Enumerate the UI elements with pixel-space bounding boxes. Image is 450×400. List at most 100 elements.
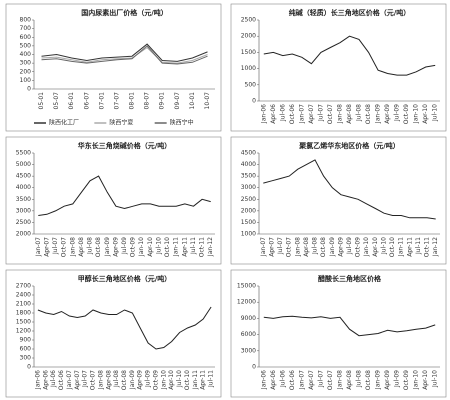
x-tick-label: Jul-07 — [317, 104, 324, 122]
x-tick-label: Jan-09 — [375, 370, 382, 390]
x-tick-label: Apr-09 — [137, 370, 144, 390]
x-tick-label: Jul-08 — [356, 370, 363, 388]
y-tick-label: 4500 — [16, 173, 31, 180]
x-tick-label: Oct-08 — [95, 237, 102, 257]
x-tick-label: Jul-11 — [190, 237, 197, 255]
y-tick-label: 500 — [20, 42, 32, 49]
x-tick-label: Jul-10 — [176, 370, 183, 388]
y-tick-label: 900 — [20, 337, 32, 344]
x-tick-label: Apr-10 — [147, 237, 154, 257]
y-tick-label: 4500 — [241, 150, 256, 157]
x-tick-label: Apr-10 — [422, 370, 429, 390]
x-tick-label: Oct-11 — [424, 237, 431, 257]
y-tick-label: 800 — [20, 17, 32, 24]
x-tick-label: Jan-11 — [398, 237, 405, 257]
x-tick-label: Jan-08 — [69, 237, 76, 257]
y-tick-label: 9000 — [241, 315, 256, 322]
x-tick-label: Jul-10 — [155, 237, 162, 255]
series-line — [38, 175, 211, 216]
x-tick-label: Jan-07 — [35, 237, 42, 257]
x-tick-label: Oct-07 — [286, 237, 293, 257]
x-tick-label: Oct-09 — [403, 104, 410, 124]
x-tick-label: Jan-11 — [192, 370, 199, 390]
series-line — [263, 315, 436, 337]
x-tick-label: Oct-07 — [90, 370, 97, 390]
x-tick-label: Jan-08 — [336, 104, 343, 124]
x-tick-label: Oct-10 — [389, 237, 396, 257]
chart-title: 华东长三角烧碱价格（元/吨） — [78, 141, 172, 150]
x-tick-label: Jan-06 — [260, 370, 267, 390]
x-tick-label: Jul-09 — [121, 237, 128, 255]
x-tick-label: Apr-09 — [337, 237, 344, 257]
x-tick-label: Apr-09 — [112, 237, 119, 257]
x-tick-label: Jan-11 — [173, 237, 180, 257]
x-tick-label: Jan-06 — [260, 104, 267, 124]
x-tick-label: Jan-07 — [260, 237, 267, 257]
x-tick-label: Jul-10 — [432, 104, 439, 122]
legend-label: 陕西化工厂 — [49, 119, 79, 127]
x-tick-label: Apr-07 — [74, 370, 81, 390]
x-tick-label: Jan-07 — [66, 370, 73, 390]
x-tick-label: Jul-08 — [312, 237, 319, 255]
y-tick-label: 5500 — [16, 150, 31, 157]
x-tick-label: Jul-09 — [394, 370, 401, 388]
x-tick-label: Oct-09 — [130, 237, 137, 257]
y-tick-label: 400 — [20, 51, 32, 58]
series-line — [41, 45, 208, 65]
x-tick-label: Oct-10 — [184, 370, 191, 390]
x-tick-label: Apr-10 — [372, 237, 379, 257]
x-tick-label: Apr-07 — [308, 370, 315, 390]
chart-title: 国内尿素出厂价格（元/吨） — [81, 8, 168, 17]
y-tick-label: 6000 — [241, 331, 256, 338]
chart-title: 醋酸长三角地区价格 — [318, 274, 382, 283]
x-tick-label: Apr-11 — [200, 370, 207, 390]
x-tick-label: Oct-08 — [365, 104, 372, 124]
x-tick-label: Jan-10 — [138, 237, 145, 257]
x-tick-label: Jan-08 — [294, 237, 301, 257]
panel-frame — [230, 269, 447, 398]
x-tick-label: 08-07 — [144, 92, 151, 110]
x-tick-label: Oct-06 — [289, 104, 296, 124]
y-tick-label: 12000 — [237, 299, 256, 306]
x-tick-label: Oct-07 — [61, 237, 68, 257]
x-tick-label: 10-01 — [189, 92, 196, 110]
x-tick-label: Jan-07 — [298, 104, 305, 124]
y-tick-label: 1800 — [16, 310, 31, 317]
y-tick-label: 0 — [252, 98, 256, 105]
x-tick-label: Jul-08 — [356, 104, 363, 122]
x-tick-label: Apr-07 — [308, 104, 315, 124]
x-tick-label: Apr-09 — [384, 370, 391, 390]
x-tick-label: 05-01 — [38, 92, 45, 110]
x-tick-label: 09-01 — [159, 92, 166, 110]
y-tick-label: 1500 — [241, 219, 256, 226]
x-tick-label: Jul-09 — [394, 104, 401, 122]
x-tick-label: Jul-06 — [279, 370, 286, 388]
y-tick-label: 5000 — [16, 161, 31, 168]
x-tick-label: Oct-07 — [327, 370, 334, 390]
y-tick-label: 300 — [20, 60, 32, 67]
x-tick-label: Apr-10 — [168, 370, 175, 390]
x-tick-label: 06-01 — [68, 92, 75, 110]
x-tick-label: Jul-07 — [52, 237, 59, 255]
x-tick-label: 09-07 — [174, 92, 181, 110]
x-tick-label: 07-07 — [113, 92, 120, 110]
y-tick-label: 1500 — [241, 49, 256, 56]
y-tick-label: 2100 — [16, 301, 31, 308]
y-tick-label: 3000 — [241, 347, 256, 354]
x-tick-label: Apr-08 — [105, 370, 112, 390]
x-tick-label: Jan-08 — [336, 370, 343, 390]
legend-label: 陕西宁夏 — [109, 119, 133, 127]
y-tick-label: 600 — [20, 34, 32, 41]
y-tick-label: 2400 — [16, 292, 31, 299]
y-tick-label: 2500 — [241, 17, 256, 24]
x-tick-label: Apr-06 — [270, 104, 277, 124]
y-tick-label: 2500 — [16, 219, 31, 226]
x-tick-label: Jan-09 — [129, 370, 136, 390]
panel-frame — [230, 3, 447, 132]
y-tick-label: 0 — [27, 364, 31, 371]
y-tick-label: 4000 — [16, 184, 31, 191]
x-tick-label: 06-07 — [83, 92, 90, 110]
x-tick-label: Oct-09 — [403, 370, 410, 390]
x-tick-label: Jan-08 — [97, 370, 104, 390]
x-tick-label: Jul-06 — [279, 104, 286, 122]
